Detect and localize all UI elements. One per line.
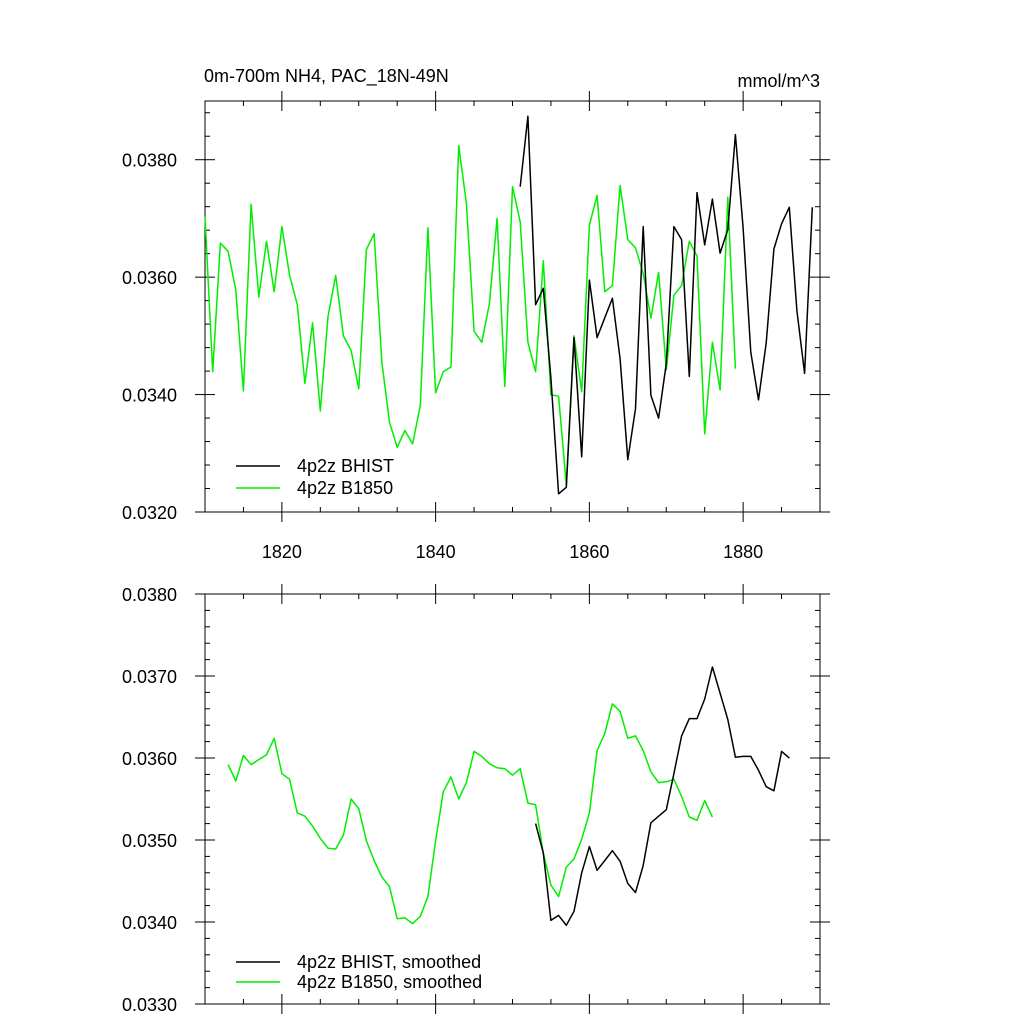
legend-label: 4p2z B1850, smoothed xyxy=(297,972,482,992)
y-tick-label: 0.0380 xyxy=(122,585,177,605)
legend-label: 4p2z BHIST, smoothed xyxy=(297,952,481,972)
y-tick-label: 0.0360 xyxy=(122,749,177,769)
y-tick-label: 0.0370 xyxy=(122,667,177,687)
legend-label: 4p2z B1850 xyxy=(297,478,393,498)
series-line-b1850 xyxy=(227,703,714,925)
bottom-panel: 0.0330 0.0340 0.0350 0.0360 0.0370 0.0380 4p2z… xyxy=(122,584,830,1015)
top-panel: 0m-700m NH4, PAC_18N-49N mmol/m^3 1820 18… xyxy=(122,66,830,562)
y-tick-label: 0.0320 xyxy=(122,503,177,523)
chart-title: 0m-700m NH4, PAC_18N-49N xyxy=(204,66,449,87)
y-tick-label: 0.0380 xyxy=(122,151,177,171)
legend-label: 4p2z BHIST xyxy=(297,456,394,476)
plot-frame xyxy=(204,593,821,1005)
y-tick-label: 0.0340 xyxy=(122,386,177,406)
x-tick-label: 1840 xyxy=(416,542,456,562)
series-line-b1850 xyxy=(204,144,737,486)
series-line-bhist xyxy=(519,115,814,495)
y-tick-label: 0.0340 xyxy=(122,913,177,933)
y-tick-label: 0.0330 xyxy=(122,995,177,1015)
series-line-bhist xyxy=(534,666,790,927)
y-tick-label: 0.0350 xyxy=(122,831,177,851)
x-tick-label: 1820 xyxy=(262,542,302,562)
y-tick-label: 0.0360 xyxy=(122,268,177,288)
unit-label: mmol/m^3 xyxy=(738,71,820,91)
x-tick-label: 1880 xyxy=(723,542,763,562)
x-tick-label: 1860 xyxy=(569,542,609,562)
